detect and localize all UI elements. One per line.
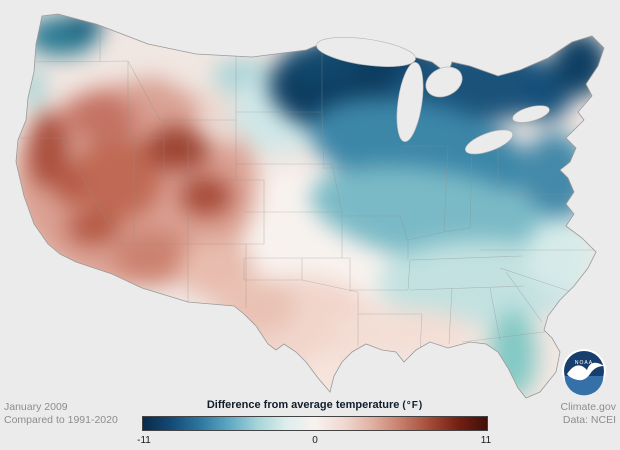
state-borders (20, 24, 598, 353)
legend-tick-min: -11 (137, 435, 151, 446)
legend-tick-max: 11 (480, 435, 492, 446)
noaa-logo-text: NOAA (575, 360, 593, 366)
legend-title: Difference from average temperature (°F) (207, 399, 423, 411)
map-date-label: January 2009 (4, 401, 68, 413)
data-source-label: Data: NCEI (562, 413, 616, 426)
legend-title-text: Difference from average temperature (206, 399, 400, 411)
noaa-gull-icon (567, 362, 604, 381)
lake-superior (316, 37, 416, 67)
lake-ontario (512, 105, 550, 123)
great-lakes (316, 37, 550, 155)
legend-units: (°F) (402, 400, 424, 411)
legend-tick-zero: 0 (312, 435, 318, 446)
map-attribution-right: Climate.gov Data: NCEI (561, 401, 616, 426)
lake-huron (425, 66, 463, 98)
noaa-logo: NOAA (562, 349, 606, 396)
temperature-color-field (16, 14, 604, 398)
legend-colorbar (142, 416, 488, 431)
site-label: Climate.gov (560, 401, 616, 413)
lake-erie (465, 129, 513, 155)
map-attribution-left: January 2009 Compared to 1991-2020 (4, 401, 118, 426)
baseline-label: Compared to 1991-2020 (4, 413, 118, 426)
lake-michigan (396, 62, 424, 142)
